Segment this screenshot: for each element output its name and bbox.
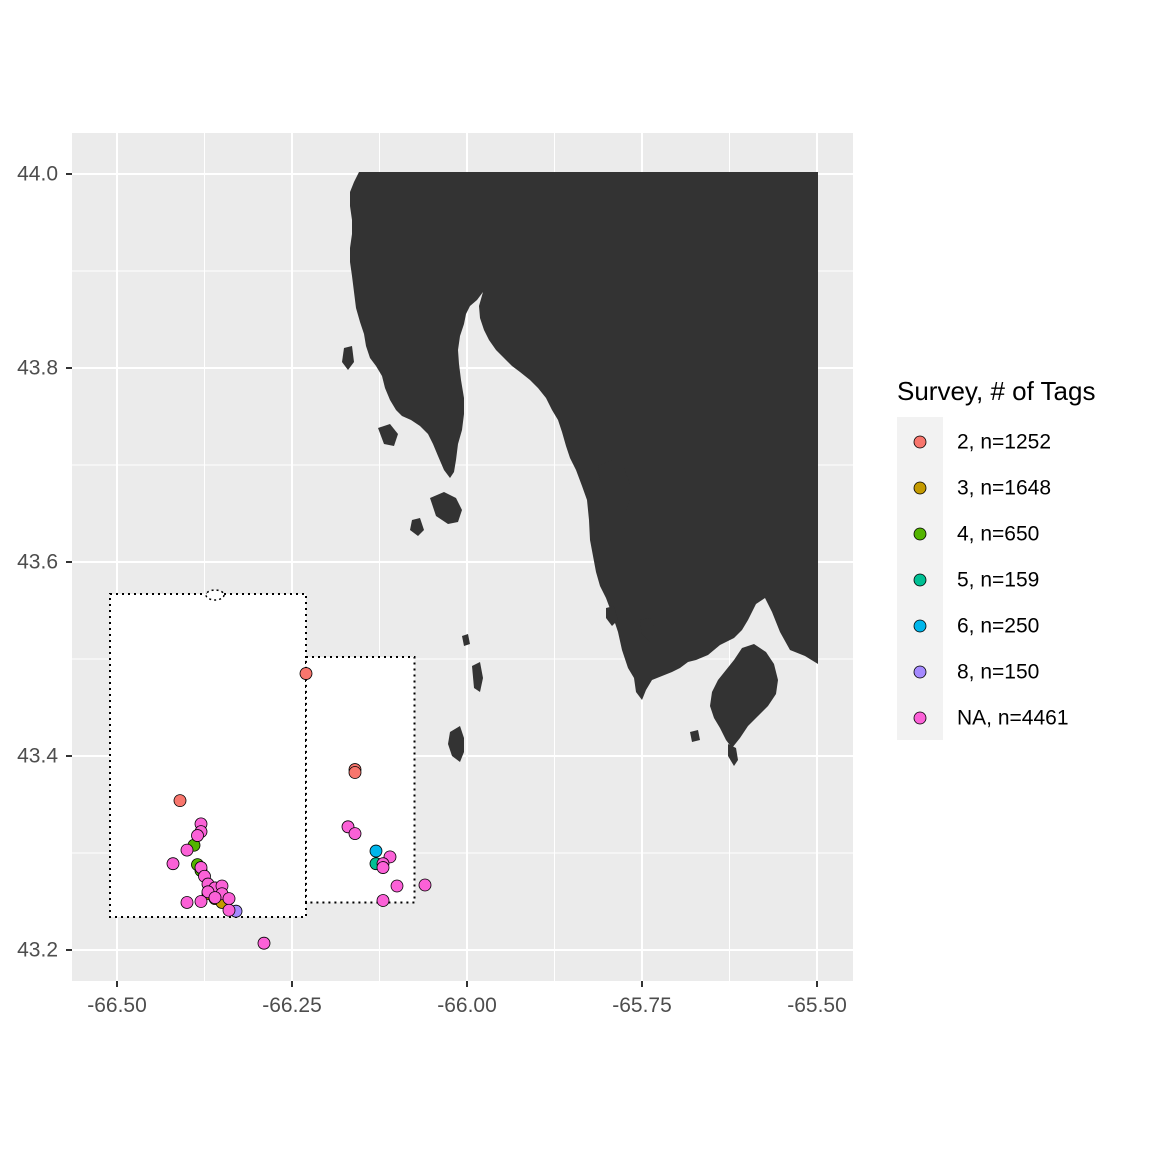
survey-areas: [109, 589, 416, 919]
legend-label: 6, n=250: [957, 615, 1039, 638]
legend-label: 5, n=159: [957, 569, 1039, 592]
legend-label: NA, n=4461: [957, 707, 1069, 730]
legend-label: 8, n=150: [957, 661, 1039, 684]
data-point: [418, 878, 432, 892]
survey-area-notch: [205, 589, 225, 601]
legend-key: [913, 481, 927, 495]
y-tick-label: 43.8: [17, 357, 58, 380]
island-8: [342, 346, 354, 370]
legend-label: 2, n=1252: [957, 431, 1051, 454]
survey-area-west: [109, 593, 307, 919]
x-tick-label: -65.50: [787, 994, 847, 1017]
y-tick-label: 44.0: [17, 163, 58, 186]
island-9: [410, 518, 424, 536]
island-tail: [728, 744, 738, 766]
x-tick-label: -65.75: [612, 994, 672, 1017]
data-point: [173, 794, 187, 808]
data-point: [180, 896, 194, 909]
island-5: [378, 424, 398, 446]
legend-key: [913, 573, 927, 587]
data-point: [390, 879, 404, 893]
x-tick-label: -66.50: [87, 994, 147, 1017]
peninsula-south: [710, 644, 778, 748]
data-point: [348, 766, 362, 779]
data-point: [257, 936, 271, 950]
land-mass: [342, 172, 818, 766]
island-6: [606, 606, 618, 626]
legend-title: Survey, # of Tags: [897, 376, 1095, 406]
island-2: [472, 662, 483, 692]
legend-label: 3, n=1648: [957, 477, 1051, 500]
data-point: [369, 844, 383, 858]
data-point: [376, 861, 390, 874]
data-point: [376, 894, 390, 907]
island-10: [690, 730, 700, 742]
data-point: [180, 843, 194, 857]
island-7: [640, 618, 656, 642]
coastline-mainland: [350, 172, 818, 700]
data-point: [194, 895, 208, 908]
data-point: [348, 827, 362, 840]
x-tick-label: -66.25: [262, 994, 322, 1017]
data-points: [166, 667, 432, 950]
survey-area-east: [305, 656, 416, 904]
data-point: [166, 857, 180, 871]
island-3: [598, 460, 630, 512]
legend-key: [913, 527, 927, 541]
legend-key: [913, 665, 927, 679]
y-tick-label: 43.4: [17, 745, 58, 768]
legend: Survey, # of Tags 2, n=1252 3, n=1648 4,…: [897, 376, 1095, 740]
data-point: [208, 891, 222, 905]
y-tick-label: 43.2: [17, 939, 58, 962]
x-axis: -66.50 -66.25 -66.00 -65.75 -65.50: [87, 981, 847, 1017]
island-4: [430, 492, 462, 524]
legend-key: [913, 435, 927, 449]
island-11: [462, 634, 470, 646]
data-point: [191, 829, 204, 842]
y-axis: 43.2 43.4 43.6 43.8 44.0: [17, 163, 72, 962]
legend-label: 4, n=650: [957, 523, 1039, 546]
legend-key: [913, 619, 927, 633]
data-point: [222, 892, 236, 905]
x-tick-label: -66.00: [437, 994, 497, 1017]
data-point: [299, 667, 313, 680]
island-1: [448, 726, 464, 762]
data-point: [222, 903, 236, 917]
y-tick-label: 43.6: [17, 551, 58, 574]
legend-key: [913, 711, 927, 725]
